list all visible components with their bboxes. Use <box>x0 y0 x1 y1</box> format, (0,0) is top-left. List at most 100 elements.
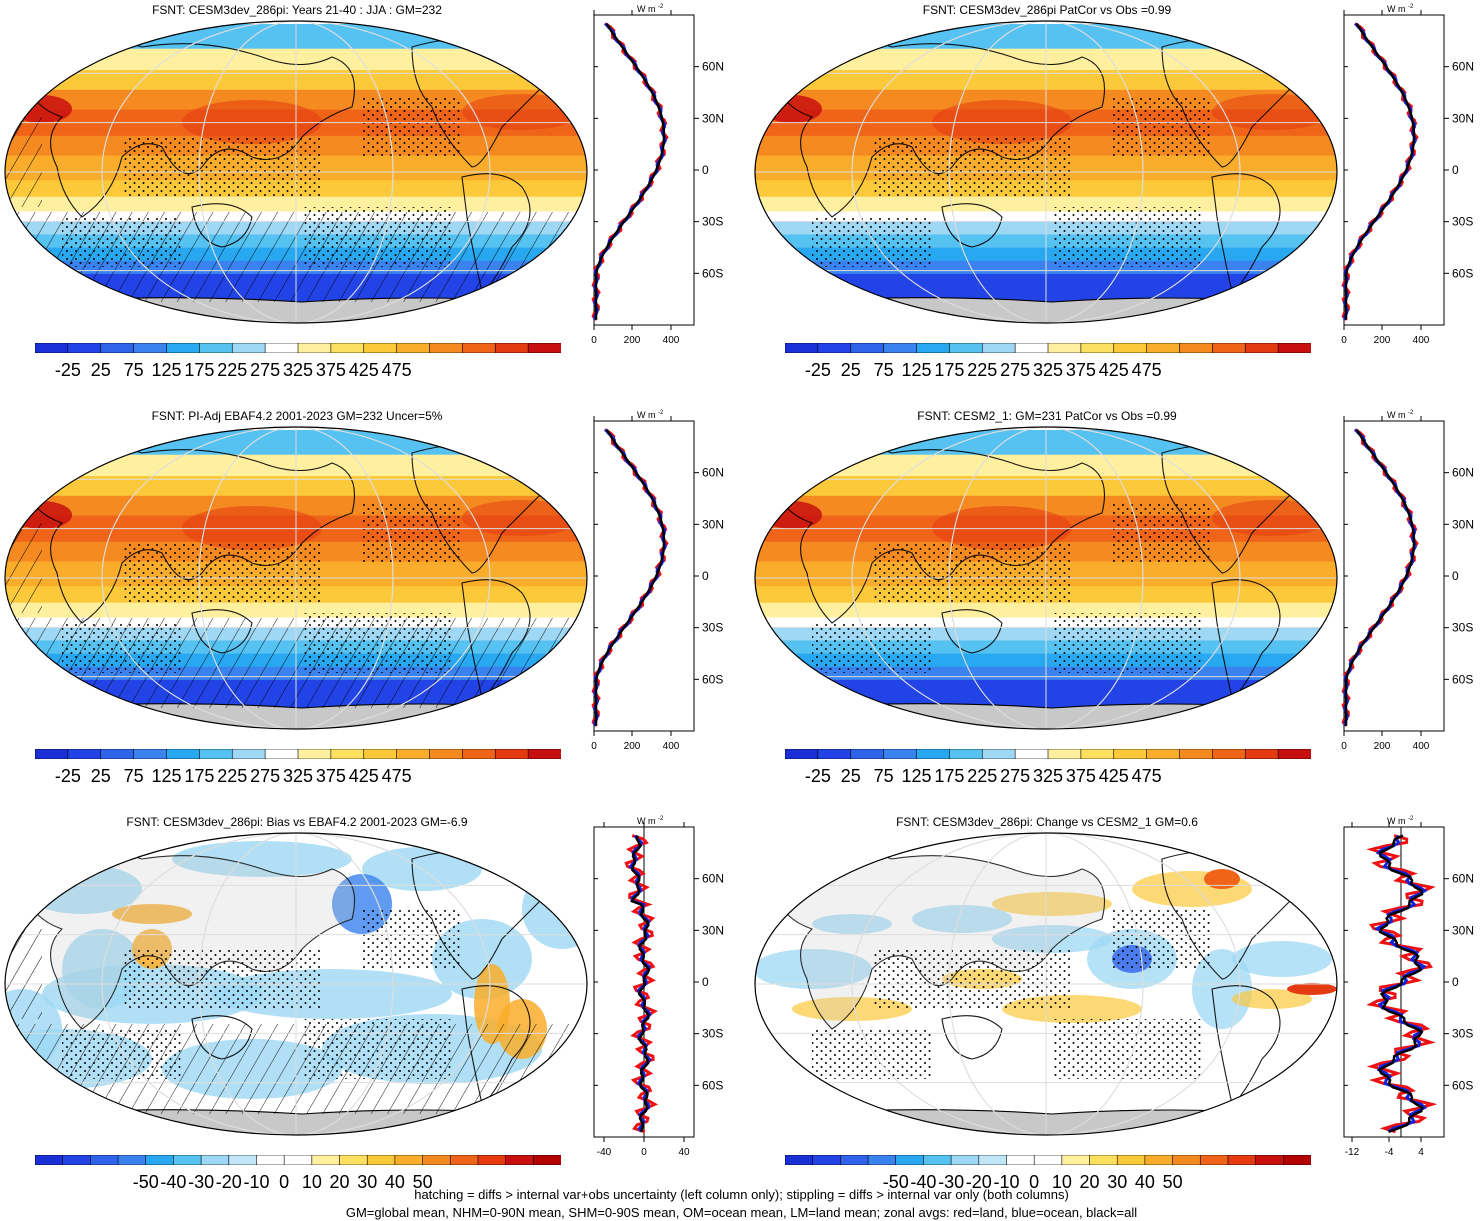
zonal-all-curve <box>594 22 666 320</box>
zonal-x-tick-label: 0 <box>591 335 597 346</box>
colorbar-tick-label: 175 <box>184 360 215 380</box>
colorbar-tick-label: 375 <box>315 766 346 786</box>
zonal-average-plot: 60N 30N 0 30S 60S 0 200 400 W m -2 <box>591 410 724 752</box>
colorbar-labels: -25 25 75 125 175 225 275 325 375 425 475 <box>35 360 561 380</box>
colorbar-tick-label: 0 <box>1029 1172 1040 1192</box>
colorbar-tick-label: 275 <box>1000 766 1031 786</box>
lat-tick-label: 30S <box>1452 215 1473 229</box>
zonal-x-tick-label: 0 <box>641 1147 647 1158</box>
map-panel-4: FSNT: CESM2_1: GM=231 PatCor vs Obs =0.9… <box>752 409 1483 789</box>
colorbar-tick-label: 425 <box>1098 766 1129 786</box>
world-map <box>754 426 1338 730</box>
zonal-all-curve <box>629 835 651 1133</box>
panel-title: FSNT: PI-Adj EBAF4.2 2001-2023 GM=232 Un… <box>151 409 443 423</box>
colorbar-tick-label: 225 <box>217 766 248 786</box>
colorbar-tick-label: 75 <box>123 766 144 786</box>
colorbar-tick-label: 30 <box>1107 1172 1128 1192</box>
colorbar-tick-label: 75 <box>123 360 144 380</box>
colorbar-labels: -50 -40 -30 -20 -10 0 10 20 30 40 50 <box>785 1172 1311 1192</box>
colorbar-tick-label: 225 <box>967 766 998 786</box>
map-panel-5: FSNT: CESM3dev_286pi: Bias vs EBAF4.2 20… <box>2 815 742 1195</box>
zonal-x-tick-label: 200 <box>1374 741 1391 752</box>
lat-tick-label: 30S <box>1452 1027 1473 1041</box>
colorbar-tick-label: -25 <box>54 766 81 786</box>
zonal-all-curve <box>594 428 666 726</box>
colorbar-tick-label: 75 <box>873 766 894 786</box>
colorbar-tick-label: 275 <box>1000 360 1031 380</box>
colorbar-tick-label: 40 <box>384 1172 405 1192</box>
colorbar-tick-label: -40 <box>160 1172 187 1192</box>
lat-tick-label: 0 <box>1452 163 1459 177</box>
zonal-units: W m <box>1387 4 1406 14</box>
map-panel-3: FSNT: PI-Adj EBAF4.2 2001-2023 GM=232 Un… <box>2 409 742 789</box>
world-map <box>4 426 588 730</box>
lat-tick-label: 30N <box>702 517 724 531</box>
colorbar-tick-label: 325 <box>282 766 314 786</box>
world-map <box>4 832 588 1136</box>
panel-title: FSNT: CESM3dev_286pi: Bias vs EBAF4.2 20… <box>126 815 468 829</box>
colorbar-tick-label: 125 <box>901 360 932 380</box>
lat-tick-label: 60S <box>1452 266 1473 280</box>
zonal-x-tick-label: 400 <box>1413 335 1430 346</box>
map-panel-1: FSNT: CESM3dev_286pi: Years 21-40 : JJA … <box>2 3 742 383</box>
lat-tick-label: 60S <box>1452 672 1473 686</box>
zonal-all-curve <box>1377 834 1424 1133</box>
map-panel-6: FSNT: CESM3dev_286pi: Change vs CESM2_1 … <box>752 815 1483 1195</box>
colorbar-tick-label: 0 <box>279 1172 290 1192</box>
lat-tick-label: 30S <box>1452 621 1473 635</box>
lat-tick-label: 0 <box>1452 975 1459 989</box>
colorbar-tick-label: -30 <box>938 1172 965 1192</box>
world-map <box>754 20 1338 324</box>
colorbar-tick-label: -25 <box>804 766 831 786</box>
colorbar <box>35 1155 561 1165</box>
colorbar-tick-label: 375 <box>1065 360 1096 380</box>
colorbar-tick-label: 50 <box>1162 1172 1183 1192</box>
colorbar-tick-label: 125 <box>901 766 932 786</box>
zonal-all-curve <box>1344 22 1416 320</box>
colorbar-tick-label: 10 <box>301 1172 322 1192</box>
colorbar-labels: -25 25 75 125 175 225 275 325 375 425 475 <box>35 766 561 786</box>
zonal-x-tick-label: 0 <box>1341 741 1347 752</box>
map-panel-2: FSNT: CESM3dev_286pi PatCor vs Obs =0.99… <box>752 3 1483 383</box>
lat-tick-label: 60S <box>1452 1078 1473 1092</box>
lat-tick-label: 0 <box>702 163 709 177</box>
colorbar-labels: -50 -40 -30 -20 -10 0 10 20 30 40 50 <box>35 1172 561 1192</box>
zonal-units-superscript: -2 <box>658 4 664 10</box>
colorbar-tick-label: 50 <box>412 1172 433 1192</box>
colorbar-tick-label: 175 <box>934 766 965 786</box>
colorbar-tick-label: 25 <box>90 766 111 786</box>
world-map <box>754 832 1338 1136</box>
zonal-x-tick-label: 0 <box>1341 335 1347 346</box>
colorbar-tick-label: -25 <box>54 360 81 380</box>
lat-tick-label: 0 <box>1452 569 1459 583</box>
colorbar-tick-label: 275 <box>250 766 281 786</box>
colorbar-tick-label: 325 <box>1032 766 1064 786</box>
zonal-units: W m <box>1387 816 1406 826</box>
zonal-x-tick-label: 200 <box>1374 335 1391 346</box>
panel-title: FSNT: CESM3dev_286pi: Years 21-40 : JJA … <box>152 3 442 17</box>
lat-tick-label: 60S <box>702 266 723 280</box>
colorbar-tick-label: -50 <box>132 1172 159 1192</box>
colorbar-tick-label: 125 <box>151 360 182 380</box>
zonal-average-plot: 60N 30N 0 30S 60S 0 200 400 W m -2 <box>1341 4 1474 346</box>
lat-tick-label: 60S <box>702 1078 723 1092</box>
colorbar-tick-label: 425 <box>1098 360 1129 380</box>
zonal-x-tick-label: 400 <box>663 741 680 752</box>
colorbar-tick-label: 325 <box>1032 360 1064 380</box>
zonal-units-superscript: -2 <box>1408 4 1414 10</box>
colorbar-tick-label: 20 <box>1079 1172 1100 1192</box>
colorbar-tick-label: 225 <box>967 360 998 380</box>
lat-tick-label: 60N <box>1452 466 1474 480</box>
colorbar-tick-label: 20 <box>329 1172 350 1192</box>
colorbar-tick-label: 175 <box>184 766 215 786</box>
zonal-x-tick-label: -40 <box>597 1147 612 1158</box>
world-map <box>4 20 588 324</box>
colorbar-tick-label: 175 <box>934 360 965 380</box>
lat-tick-label: 30N <box>1452 111 1474 125</box>
colorbar-tick-label: -40 <box>910 1172 937 1192</box>
panel-title: FSNT: CESM2_1: GM=231 PatCor vs Obs =0.9… <box>917 409 1177 423</box>
lat-tick-label: 30N <box>1452 517 1474 531</box>
zonal-units: W m <box>637 410 656 420</box>
colorbar-tick-label: 30 <box>357 1172 378 1192</box>
zonal-units: W m <box>1387 410 1406 420</box>
